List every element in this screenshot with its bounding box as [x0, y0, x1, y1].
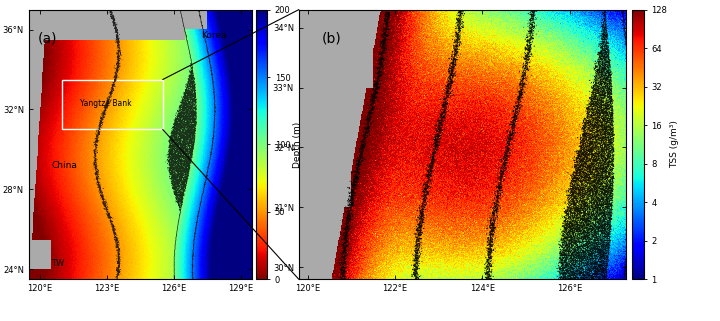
Text: Korea: Korea: [201, 31, 226, 40]
Y-axis label: TSS (g/m³): TSS (g/m³): [670, 120, 679, 169]
Text: (a): (a): [37, 31, 57, 45]
Text: TW: TW: [51, 259, 64, 268]
Text: (b): (b): [322, 31, 341, 45]
Text: China: China: [51, 161, 77, 170]
Y-axis label: Depth (m): Depth (m): [293, 121, 302, 168]
Bar: [63, 80, 163, 129]
Text: Yangtze Bank: Yangtze Bank: [80, 99, 132, 108]
